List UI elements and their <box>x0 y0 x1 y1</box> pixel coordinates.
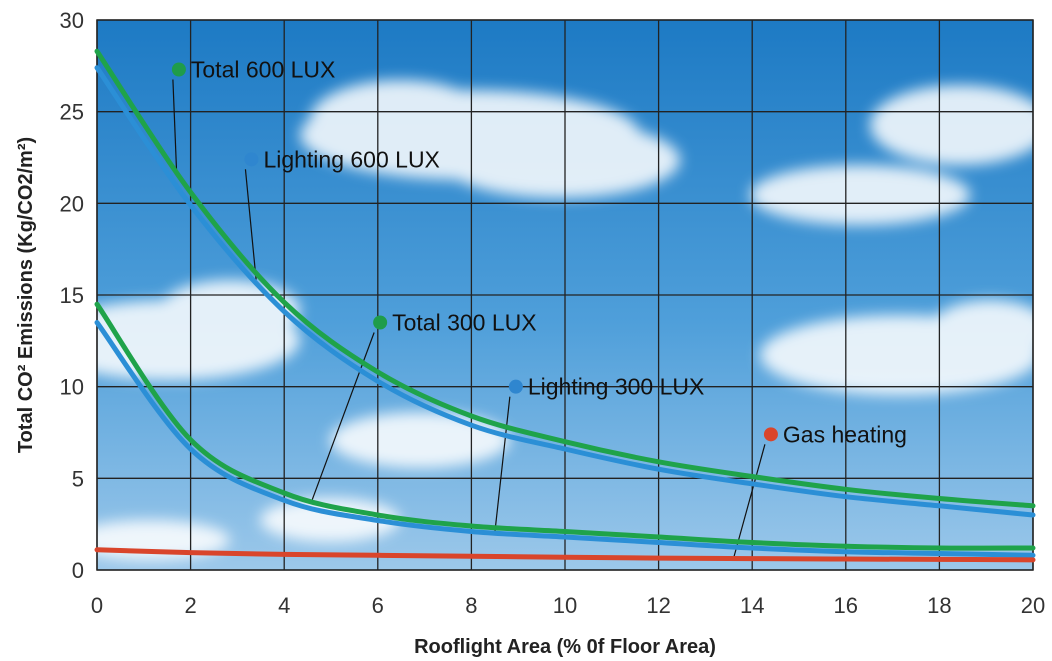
callout-marker <box>508 379 523 394</box>
callout-label: Total 300 LUX <box>392 310 536 336</box>
series-line <box>94 48 1036 509</box>
x-tick-label: 18 <box>927 593 951 618</box>
series-line <box>94 65 1036 518</box>
x-tick-label: 2 <box>184 593 196 618</box>
y-tick-label: 20 <box>60 191 84 216</box>
y-tick-label: 30 <box>60 8 84 33</box>
callout-marker <box>373 315 388 330</box>
series-line <box>94 301 1036 551</box>
y-tick-label: 0 <box>72 558 84 583</box>
callouts: Total 600 LUX Lighting 600 LUX Total 300 L… <box>171 57 907 447</box>
callout-marker <box>763 427 778 442</box>
series-line <box>94 547 1036 563</box>
series-line <box>94 320 1036 558</box>
x-axis-title: Rooflight Area (% 0f Floor Area) <box>414 636 716 658</box>
x-tick-label: 0 <box>91 593 103 618</box>
callout-leader <box>244 169 257 280</box>
y-tick-label: 15 <box>60 283 84 308</box>
callout-leader <box>311 332 375 500</box>
callout-leader <box>172 79 178 172</box>
y-tick-label: 10 <box>60 375 84 400</box>
callout-label: Lighting 600 LUX <box>263 146 439 172</box>
x-tick-label: 16 <box>834 593 858 618</box>
plot-frame <box>96 19 1034 571</box>
y-tick-label: 25 <box>60 100 84 125</box>
callout-leader <box>494 396 511 533</box>
series-lines <box>94 48 1036 563</box>
x-tick-labels: 0 2 4 6 8 10 12 14 16 18 20 <box>91 593 1045 618</box>
callout-marker <box>244 152 259 167</box>
x-tick-label: 14 <box>740 593 764 618</box>
x-tick-label: 20 <box>1021 593 1045 618</box>
callout-label: Total 600 LUX <box>191 57 335 83</box>
y-tick-label: 5 <box>72 466 84 491</box>
x-tick-label: 8 <box>465 593 477 618</box>
y-axis-title: Total CO² Emissions (Kg/CO2/m²) <box>15 137 37 453</box>
x-tick-label: 4 <box>278 593 290 618</box>
x-tick-label: 6 <box>372 593 384 618</box>
callout-marker <box>171 62 186 77</box>
x-tick-label: 10 <box>553 593 577 618</box>
y-tick-labels: 0 5 10 15 20 25 30 <box>60 8 84 583</box>
callout-label: Lighting 300 LUX <box>528 374 704 400</box>
callout-label: Gas heating <box>783 421 907 447</box>
x-tick-label: 12 <box>646 593 670 618</box>
grid <box>96 19 1034 571</box>
